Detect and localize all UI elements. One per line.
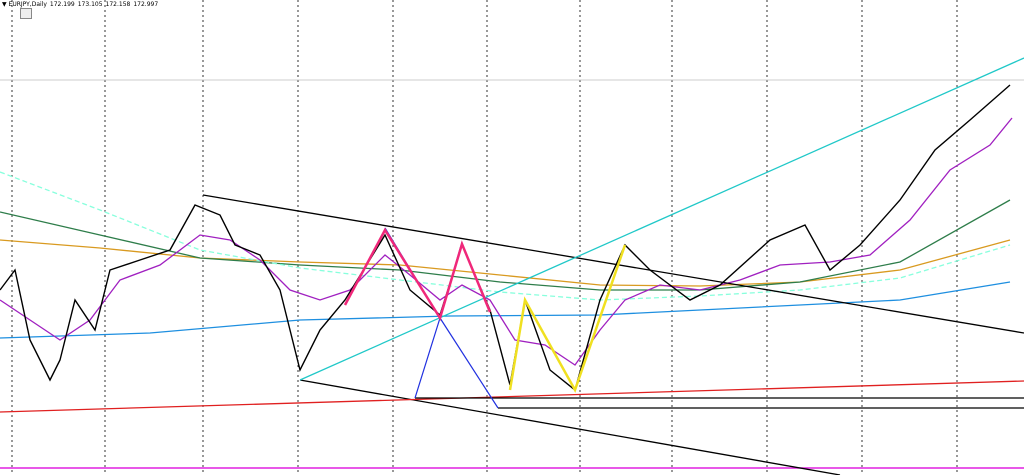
close: 172.997: [133, 1, 159, 8]
moving-averages: [0, 117, 1013, 366]
pink-zigzag: [343, 227, 492, 322]
chart-button[interactable]: [20, 8, 32, 19]
open: 172.199: [49, 1, 75, 8]
vertical-grid: [11, 0, 958, 475]
high: 173.105: [77, 1, 103, 8]
chart-header: ▼ EURJPY,Daily 172.199 173.105 172.158 172.9…: [2, 1, 159, 8]
yellow-zigzag: [508, 244, 627, 394]
trend-lines: [0, 57, 1024, 475]
symbol: EURJPY,Daily: [8, 1, 47, 8]
price-series: [0, 84, 1011, 392]
low: 172.158: [105, 1, 131, 8]
